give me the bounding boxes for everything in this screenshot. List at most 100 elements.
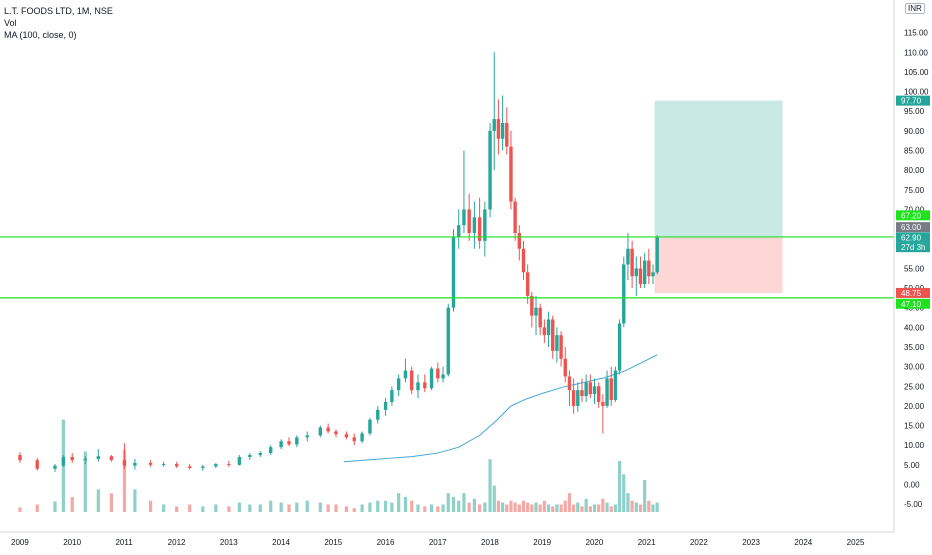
y-tick-label: 100.00: [904, 88, 929, 97]
volume-bar: [384, 500, 388, 512]
volume-bar: [647, 500, 651, 512]
volume-bar: [546, 504, 551, 512]
volume-bar: [472, 498, 476, 512]
ma-indicator-label[interactable]: MA (100, close, 0): [4, 30, 77, 40]
candle: [626, 248, 630, 265]
candle: [571, 390, 576, 406]
profit-zone: [654, 100, 783, 238]
volume-bar: [542, 500, 546, 512]
candle: [295, 437, 299, 445]
volume-indicator-label[interactable]: Vol: [4, 18, 17, 28]
candle: [596, 386, 601, 402]
candle: [630, 248, 634, 277]
candle: [368, 419, 372, 434]
volume-bar: [457, 500, 461, 512]
candle: [305, 435, 309, 438]
candle: [592, 386, 597, 395]
volume-bar: [576, 502, 580, 512]
y-tick-label: 70.00: [904, 205, 925, 214]
candle: [326, 427, 330, 432]
candle: [403, 370, 408, 379]
candle: [18, 455, 22, 461]
candle: [601, 401, 605, 406]
price-label-bg: [896, 298, 930, 309]
x-tick-label: 2022: [690, 538, 708, 547]
candle: [109, 456, 114, 461]
y-tick-label: 5.00: [904, 461, 920, 470]
candle: [472, 217, 477, 234]
volume-bar: [617, 461, 622, 512]
candle: [467, 209, 471, 234]
x-tick-label: 2018: [481, 538, 499, 547]
candle: [655, 237, 659, 273]
y-tick-label: 20.00: [904, 402, 925, 411]
y-tick-label: -5.00: [904, 500, 923, 509]
candle: [534, 307, 538, 316]
candle: [509, 146, 513, 202]
candle: [617, 323, 622, 371]
price-label: 48.75: [901, 289, 922, 298]
candle: [555, 335, 559, 351]
candle: [538, 307, 542, 328]
volume-bar: [133, 489, 137, 512]
volume-bar: [397, 493, 401, 512]
symbol-title[interactable]: L.T. FOODS LTD, 1M, NSE: [4, 6, 113, 16]
candle: [462, 209, 466, 226]
price-label-bg: [896, 95, 930, 106]
volume-bar: [360, 504, 364, 512]
candle: [258, 453, 262, 456]
candle: [584, 382, 588, 397]
volume-bar: [390, 502, 394, 512]
candle: [505, 123, 509, 147]
candle: [360, 433, 364, 442]
volume-bar: [513, 502, 517, 512]
volume-bar: [605, 502, 609, 512]
volume-bar: [478, 504, 482, 512]
candle: [416, 382, 420, 391]
volume-bar: [410, 500, 414, 512]
volume-bar: [551, 506, 555, 512]
x-tick-label: 2019: [533, 538, 551, 547]
x-tick-label: 2017: [429, 538, 447, 547]
volume-bar: [509, 500, 513, 512]
candle: [268, 447, 273, 454]
candle: [634, 268, 639, 277]
volume-bar: [441, 504, 445, 512]
volume-bar: [638, 504, 643, 512]
volume-bar: [122, 449, 127, 512]
candle: [396, 378, 401, 391]
candle: [500, 123, 505, 139]
volume-bar: [287, 504, 291, 512]
volume-bar: [634, 502, 638, 512]
volume-bar: [517, 504, 521, 512]
candle: [383, 401, 388, 410]
x-tick-label: 2024: [794, 538, 812, 547]
candle: [576, 390, 580, 406]
y-tick-label: 30.00: [904, 363, 925, 372]
volume-bar: [403, 496, 408, 512]
volume-bar: [53, 501, 57, 512]
x-tick-label: 2014: [272, 538, 290, 547]
price-label-bg: [896, 210, 930, 221]
candle: [521, 248, 526, 273]
currency-badge[interactable]: INR: [905, 3, 925, 14]
candle: [477, 217, 482, 241]
volume-bar: [368, 502, 372, 512]
candle: [133, 462, 137, 466]
volume-bar: [597, 504, 601, 512]
candle: [457, 225, 461, 237]
y-tick-label: 55.00: [904, 264, 925, 273]
ma-line: [343, 354, 658, 463]
volume-bar: [305, 500, 309, 512]
candle: [344, 434, 349, 438]
candle: [513, 201, 517, 234]
candle: [248, 455, 252, 457]
volume-bar: [248, 504, 252, 512]
price-label: 97.70: [901, 97, 922, 106]
x-tick-label: 2020: [586, 538, 604, 547]
volume-bar: [96, 489, 100, 512]
volume-bar: [83, 451, 87, 512]
candle: [563, 358, 567, 377]
